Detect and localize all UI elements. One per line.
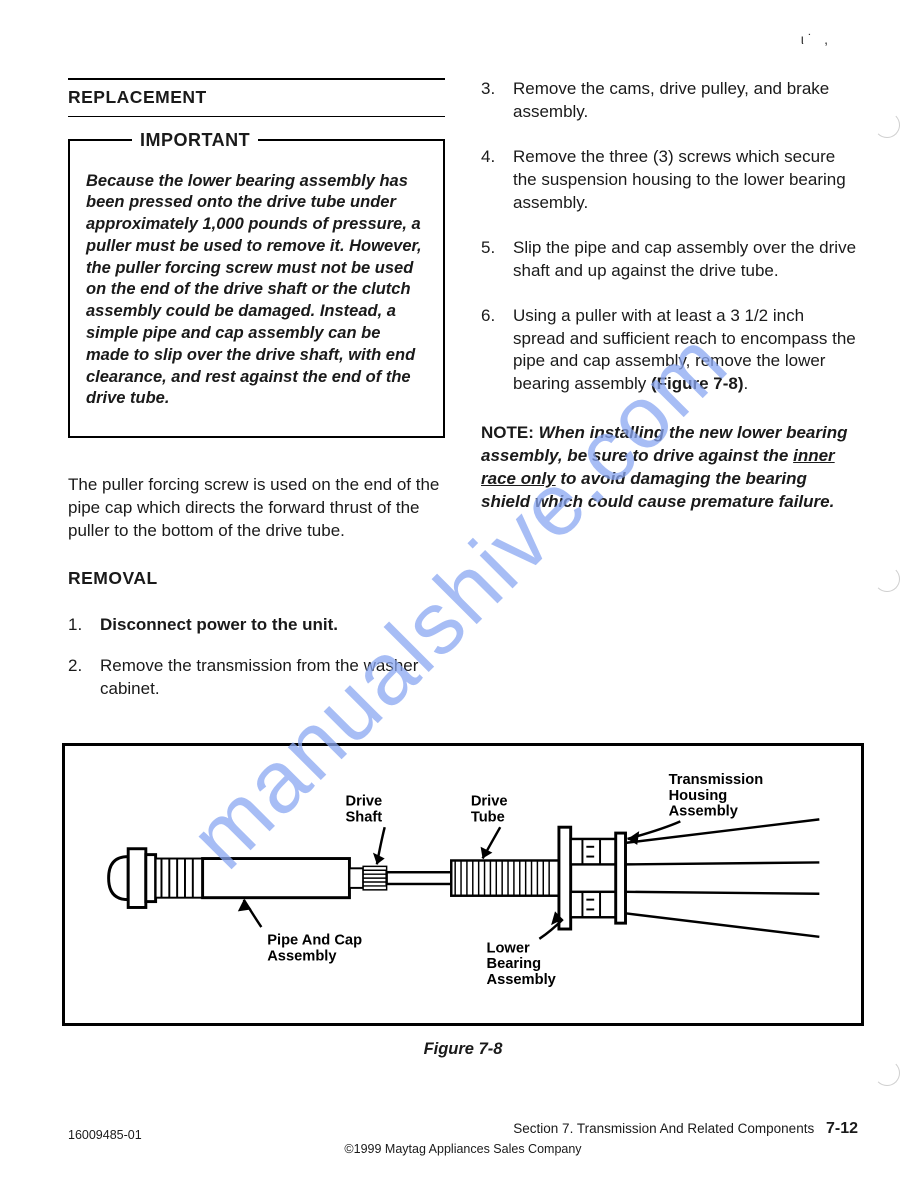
page-footer: 16009485-01 Section 7. Transmission And … (68, 1118, 858, 1158)
list-item: 1. Disconnect power to the unit. (68, 614, 445, 637)
svg-text:Pipe And Cap: Pipe And Cap (267, 933, 362, 949)
note-label: NOTE: (481, 423, 539, 442)
important-label: IMPORTANT (132, 128, 258, 152)
right-column: 3. Remove the cams, drive pulley, and br… (481, 78, 858, 719)
footer-section-line: Section 7. Transmission And Related Comp… (68, 1118, 858, 1140)
list-text: Remove the three (3) screws which secure… (513, 146, 858, 215)
list-text: Disconnect power to the unit. (100, 614, 445, 637)
list-number: 2. (68, 655, 100, 701)
scan-artifact-arc (874, 1060, 900, 1086)
svg-text:Drive: Drive (346, 794, 383, 810)
heading-removal: REMOVAL (68, 567, 445, 591)
svg-text:Lower: Lower (486, 941, 529, 957)
list-text: Remove the transmission from the washer … (100, 655, 445, 701)
svg-text:Housing: Housing (669, 788, 728, 804)
doc-number: 16009485-01 (68, 1127, 142, 1144)
list-item: 2. Remove the transmission from the wash… (68, 655, 445, 701)
scan-artifact-arc (874, 566, 900, 592)
scan-artifact-tick: ι ˙ , (801, 30, 828, 49)
figure-reference: (Figure 7-8) (651, 374, 744, 393)
figure-svg: Drive Shaft Drive Tube Transmission Hous… (91, 768, 835, 998)
note-block: NOTE: When installing the new lower bear… (481, 422, 858, 514)
rule (68, 78, 445, 80)
page-number: 7-12 (826, 1120, 858, 1137)
copyright: ©1999 Maytag Appliances Sales Company (68, 1141, 858, 1158)
svg-text:Transmission: Transmission (669, 772, 764, 788)
figure-box: Drive Shaft Drive Tube Transmission Hous… (62, 743, 864, 1026)
heading-replacement: REPLACEMENT (68, 86, 445, 110)
svg-text:Assembly: Assembly (267, 949, 337, 965)
list-number: 4. (481, 146, 513, 215)
svg-text:Bearing: Bearing (486, 956, 541, 972)
left-column: REPLACEMENT IMPORTANT Because the lower … (68, 78, 445, 719)
important-box: IMPORTANT Because the lower bearing asse… (68, 139, 445, 438)
rule (68, 116, 445, 117)
list-item: 5. Slip the pipe and cap assembly over t… (481, 237, 858, 283)
list-text: Slip the pipe and cap assembly over the … (513, 237, 858, 283)
list-number: 5. (481, 237, 513, 283)
list-item: 3. Remove the cams, drive pulley, and br… (481, 78, 858, 124)
page: ι ˙ , manualshive.com REPLACEMENT IMPORT… (0, 0, 918, 1188)
svg-text:Shaft: Shaft (346, 810, 383, 826)
svg-text:Drive: Drive (471, 794, 508, 810)
list-item: 4. Remove the three (3) screws which sec… (481, 146, 858, 215)
paragraph: The puller forcing screw is used on the … (68, 474, 445, 543)
list-number: 3. (481, 78, 513, 124)
section-title: Section 7. Transmission And Related Comp… (513, 1121, 814, 1136)
important-text: Because the lower bearing assembly has b… (86, 171, 427, 410)
list-item: 6. Using a puller with at least a 3 1/2 … (481, 305, 858, 397)
list-text: Using a puller with at least a 3 1/2 inc… (513, 305, 858, 397)
svg-text:Assembly: Assembly (669, 804, 739, 820)
right-list: 3. Remove the cams, drive pulley, and br… (481, 78, 858, 396)
svg-text:Assembly: Assembly (486, 972, 556, 988)
figure-wrap: Drive Shaft Drive Tube Transmission Hous… (62, 743, 864, 1060)
list-number: 1. (68, 614, 100, 637)
list-number: 6. (481, 305, 513, 397)
figure-caption: Figure 7-8 (62, 1038, 864, 1060)
two-column-layout: REPLACEMENT IMPORTANT Because the lower … (68, 78, 858, 719)
scan-artifact-arc (874, 112, 900, 138)
list-text: Remove the cams, drive pulley, and brake… (513, 78, 858, 124)
svg-text:Tube: Tube (471, 810, 505, 826)
